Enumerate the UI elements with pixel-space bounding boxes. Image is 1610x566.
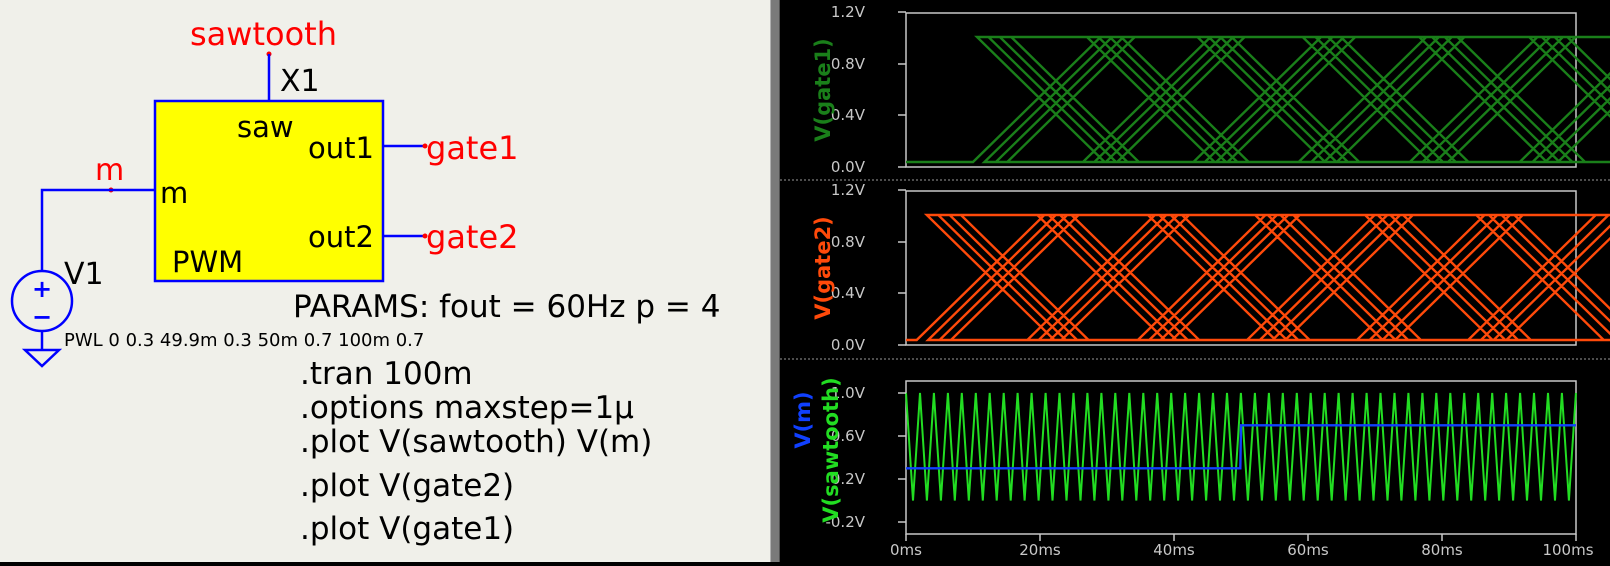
x-tick-label: 20ms — [1019, 541, 1061, 559]
block-name-pwm: PWM — [172, 245, 243, 279]
netlabel-m[interactable]: m — [95, 153, 124, 188]
waveform-viewer[interactable]: 1.2V 0.8V 0.4V 0.0V V(gate1) 1.2V 0.8V 0… — [780, 0, 1610, 562]
source-plus-sign: + — [32, 275, 52, 303]
directive-plot-saw[interactable]: .plot V(sawtooth) V(m) — [300, 424, 652, 460]
netlabel-gate2[interactable]: gate2 — [426, 218, 519, 256]
pane-gate2[interactable]: 1.2V 0.8V 0.4V 0.0V V(gate2) — [811, 181, 1610, 354]
instance-label-x1[interactable]: X1 — [280, 64, 320, 99]
y-tick-label: 0.6V — [831, 427, 866, 445]
trace-gate2 — [906, 213, 1610, 342]
directive-tran[interactable]: .tran 100m — [300, 356, 473, 392]
net-junction-gate1 — [422, 143, 428, 149]
pin-label-saw: saw — [237, 110, 294, 144]
ground-icon — [21, 348, 63, 368]
plot-frame-gate2 — [905, 190, 1577, 346]
y-tick-label: 0.8V — [831, 233, 866, 251]
schematic-canvas[interactable]: sawtooth X1 saw out1 m out2 PWM gate1 ga… — [0, 0, 770, 562]
pane-sawtooth-m[interactable]: 1.0V 0.6V 0.2V -0.2V V(m) V(sawtooth) — [791, 377, 1577, 535]
x-tick-label: 60ms — [1287, 541, 1329, 559]
pane-splitter[interactable] — [770, 0, 780, 562]
pin-label-out2: out2 — [308, 220, 374, 254]
directive-plot-gate2[interactable]: .plot V(gate2) — [300, 468, 514, 504]
waveform-canvas[interactable]: 1.2V 0.8V 0.4V 0.0V V(gate1) 1.2V 0.8V 0… — [780, 0, 1610, 562]
y-tick-label: -0.2V — [825, 513, 865, 531]
x-tick-label: 100ms — [1542, 541, 1593, 559]
trace-label-m[interactable]: V(m) — [791, 391, 815, 448]
source-minus-sign: − — [32, 303, 52, 331]
pwm-block[interactable] — [153, 99, 385, 283]
y-tick-label: 1.2V — [831, 181, 866, 199]
params-directive[interactable]: PARAMS: fout = 60Hz p = 4 — [293, 289, 720, 325]
x-tick-label: 40ms — [1153, 541, 1195, 559]
pin-label-m: m — [160, 176, 188, 210]
schematic-editor[interactable]: sawtooth X1 saw out1 m out2 PWM gate1 ga… — [0, 0, 770, 562]
trace-label-sawtooth[interactable]: V(sawtooth) — [819, 377, 843, 522]
y-tick-label: 0.8V — [831, 55, 866, 73]
netlabel-gate1[interactable]: gate1 — [426, 129, 519, 167]
y-tick-label: 0.0V — [831, 158, 866, 176]
source-name-v1[interactable]: V1 — [64, 257, 104, 292]
trace-sawtooth — [905, 392, 1577, 501]
x-tick-label: 80ms — [1421, 541, 1463, 559]
trace-m — [906, 424, 1576, 470]
wire-m[interactable] — [40, 188, 155, 271]
y-tick-label: 1.2V — [831, 3, 866, 21]
netlabel-sawtooth[interactable]: sawtooth — [190, 15, 337, 53]
directive-plot-gate1[interactable]: .plot V(gate1) — [300, 511, 514, 547]
y-tick-label: 0.0V — [831, 336, 866, 354]
directive-options[interactable]: .options maxstep=1µ — [300, 390, 634, 426]
net-junction-gate2 — [422, 233, 428, 239]
trace-label-gate2[interactable]: V(gate2) — [811, 216, 835, 320]
trace-gate1 — [906, 35, 1610, 164]
y-tick-label: 0.2V — [831, 470, 866, 488]
y-tick-label: 0.4V — [831, 106, 866, 124]
source-value[interactable]: PWL 0 0.3 49.9m 0.3 50m 0.7 100m 0.7 — [64, 330, 424, 351]
pin-label-out1: out1 — [308, 131, 374, 165]
x-tick-label: 0ms — [890, 541, 922, 559]
y-tick-label: 1.0V — [831, 384, 866, 402]
pane-gate1[interactable]: 1.2V 0.8V 0.4V 0.0V V(gate1) — [811, 3, 1610, 176]
y-tick-label: 0.4V — [831, 284, 866, 302]
trace-label-gate1[interactable]: V(gate1) — [811, 38, 835, 142]
